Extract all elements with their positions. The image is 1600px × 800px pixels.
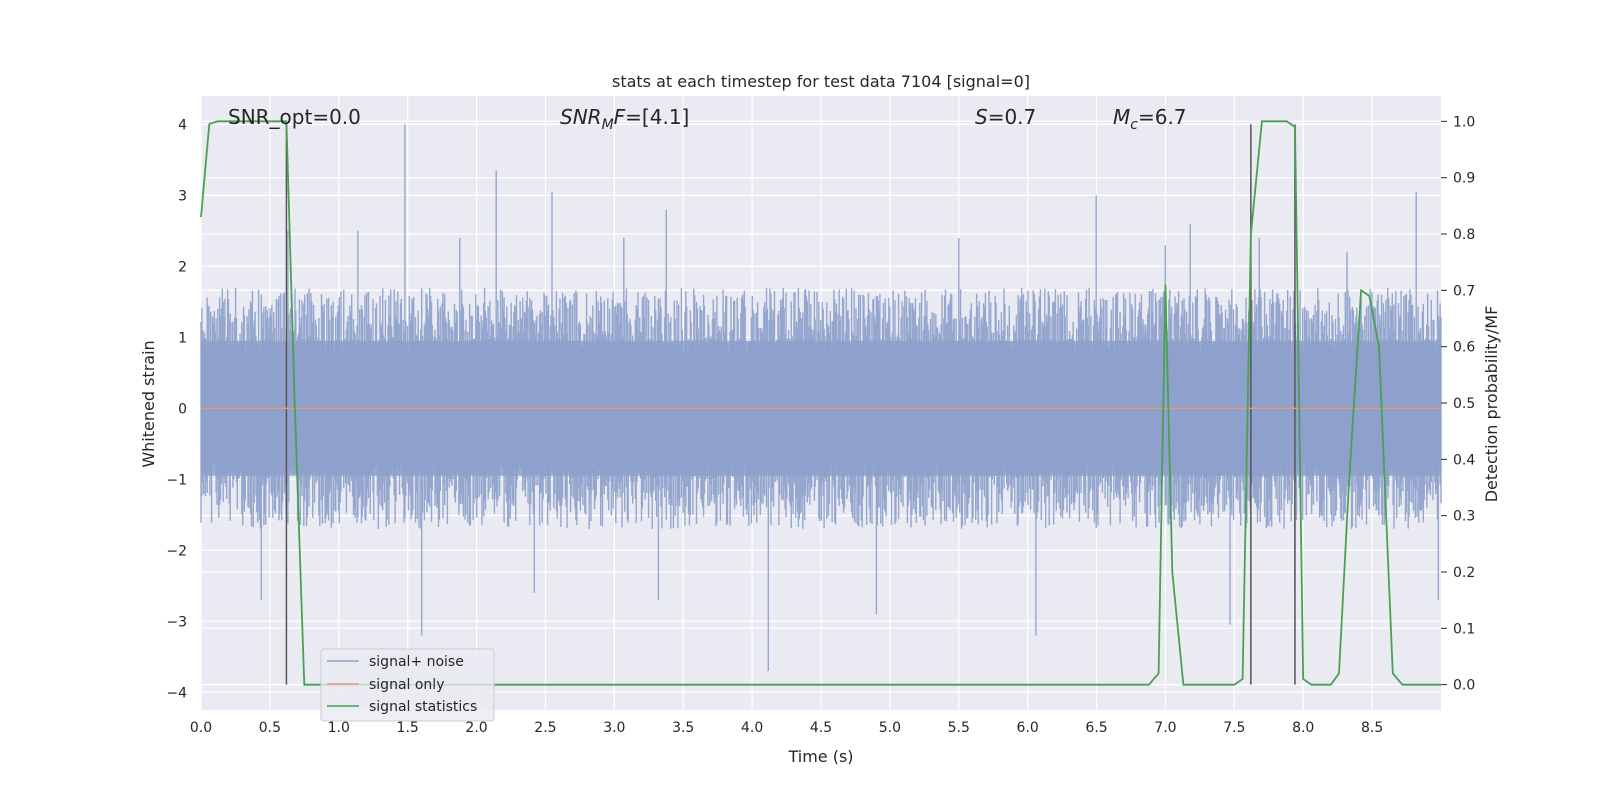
y-tick-label: 0: [178, 401, 187, 417]
x-tick-label: 5.0: [879, 720, 901, 736]
y-tick-label: −4: [166, 685, 187, 701]
x-tick-label: 3.5: [672, 720, 694, 736]
x-tick-label: 3.0: [603, 720, 625, 736]
x-tick-label: 0.0: [190, 720, 212, 736]
x-tick-label: 1.5: [397, 720, 419, 736]
legend-box: [320, 648, 495, 722]
x-tick-label: 2.5: [534, 720, 556, 736]
legend-label-signal-only: signal only: [369, 677, 444, 693]
y-axis-label: Whitened strain: [139, 340, 158, 467]
x-tick-label: 4.5: [810, 720, 832, 736]
y-tick-label: 2: [178, 259, 187, 275]
x-tick-label: 1.0: [328, 720, 350, 736]
annotations: SNR_opt=0.0 SNRMF=[4.1] S=0.7 Mc=6.7: [228, 105, 1187, 133]
legend-label-signal-statistics: signal statistics: [369, 699, 477, 715]
y2-tick-label: 0.2: [1453, 565, 1475, 581]
x-tick-label: 5.5: [948, 720, 970, 736]
x-axis-label: Time (s): [787, 747, 853, 766]
y-tick-label: −3: [166, 614, 187, 630]
y-tick-label: −1: [166, 472, 187, 488]
y2-tick-label: 0.5: [1453, 396, 1475, 412]
y2-tick-label: 0.0: [1453, 678, 1475, 694]
vertical-markers: [285, 124, 1296, 685]
x-tick-label: 8.5: [1361, 720, 1383, 736]
y2-tick-label: 0.4: [1453, 452, 1475, 468]
x-tick-label: 6.0: [1017, 720, 1039, 736]
y-tick-label: 3: [178, 188, 187, 204]
annotation-2: SNRMF=[4.1]: [560, 105, 689, 133]
y2-tick-label: 0.6: [1453, 340, 1475, 356]
x-tick-label: 2.0: [465, 720, 487, 736]
x-tick-label: 8.0: [1292, 720, 1314, 736]
x-tick-label: 7.0: [1154, 720, 1176, 736]
y2-tick-label: 0.7: [1453, 283, 1475, 299]
y2-axis-label: Detection probability/MF: [1482, 306, 1501, 503]
legend-label-signal-noise: signal+ noise: [369, 654, 464, 670]
y2-tick-label: 0.1: [1453, 621, 1475, 637]
y-tick-label: 1: [178, 330, 187, 346]
signal-statistics-series: [200, 120, 1441, 686]
tick-labels: 0.0 0.5 1.0 1.5 2.0 2.5 3.0 3.5 4.0 4.5 5.0 5.5 6.0 6…: [166, 114, 1475, 736]
x-tick-label: 6.5: [1085, 720, 1107, 736]
x-tick-label: 4.0: [741, 720, 763, 736]
annotation-3: S=0.7: [975, 105, 1036, 129]
annotation-4: Mc=6.7: [1113, 105, 1187, 133]
y-tick-label: 4: [178, 117, 187, 133]
chart-title: stats at each timestep for test data 710…: [612, 72, 1030, 91]
y2-tick-label: 1.0: [1453, 114, 1475, 130]
legend: signal+ noise signal only signal statist…: [320, 648, 495, 722]
y2-tick-label: 0.8: [1453, 227, 1475, 243]
y2-tick-label: 0.3: [1453, 509, 1475, 525]
y-tick-label: −2: [166, 543, 187, 559]
signal-statistics-line: [200, 120, 1441, 686]
x-tick-label: 0.5: [259, 720, 281, 736]
x-tick-label: 7.5: [1223, 720, 1245, 736]
y2-tick-label: 0.9: [1453, 171, 1475, 187]
annotation-1: SNR_opt=0.0: [228, 105, 361, 129]
